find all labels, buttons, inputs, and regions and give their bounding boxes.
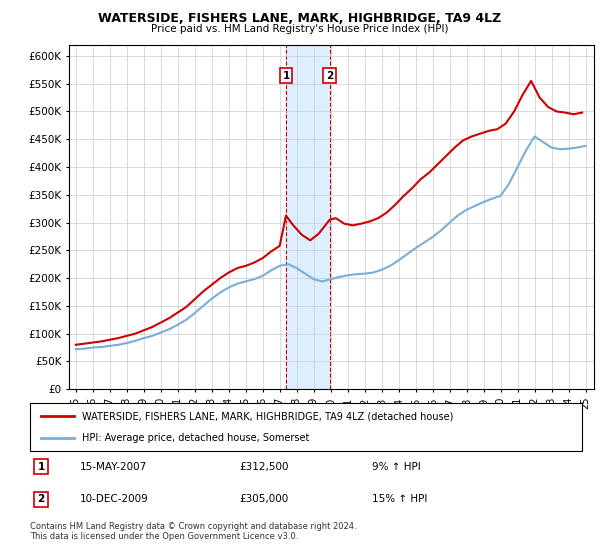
Text: 1: 1 (283, 71, 290, 81)
Text: HPI: Average price, detached house, Somerset: HPI: Average price, detached house, Some… (82, 433, 310, 443)
FancyBboxPatch shape (30, 403, 582, 451)
Text: £312,500: £312,500 (240, 461, 289, 472)
Text: WATERSIDE, FISHERS LANE, MARK, HIGHBRIDGE, TA9 4LZ: WATERSIDE, FISHERS LANE, MARK, HIGHBRIDG… (98, 12, 502, 25)
Text: 1: 1 (37, 461, 44, 472)
Text: 10-DEC-2009: 10-DEC-2009 (80, 494, 148, 505)
Bar (286, 45, 329, 389)
Text: 2: 2 (37, 494, 44, 505)
Text: Contains HM Land Registry data © Crown copyright and database right 2024.
This d: Contains HM Land Registry data © Crown c… (30, 522, 356, 542)
Text: 2: 2 (326, 71, 333, 81)
Text: Price paid vs. HM Land Registry's House Price Index (HPI): Price paid vs. HM Land Registry's House … (151, 24, 449, 34)
Text: 15% ↑ HPI: 15% ↑ HPI (372, 494, 428, 505)
Text: 15-MAY-2007: 15-MAY-2007 (80, 461, 147, 472)
Text: WATERSIDE, FISHERS LANE, MARK, HIGHBRIDGE, TA9 4LZ (detached house): WATERSIDE, FISHERS LANE, MARK, HIGHBRIDG… (82, 411, 454, 421)
Text: 9% ↑ HPI: 9% ↑ HPI (372, 461, 421, 472)
Text: £305,000: £305,000 (240, 494, 289, 505)
